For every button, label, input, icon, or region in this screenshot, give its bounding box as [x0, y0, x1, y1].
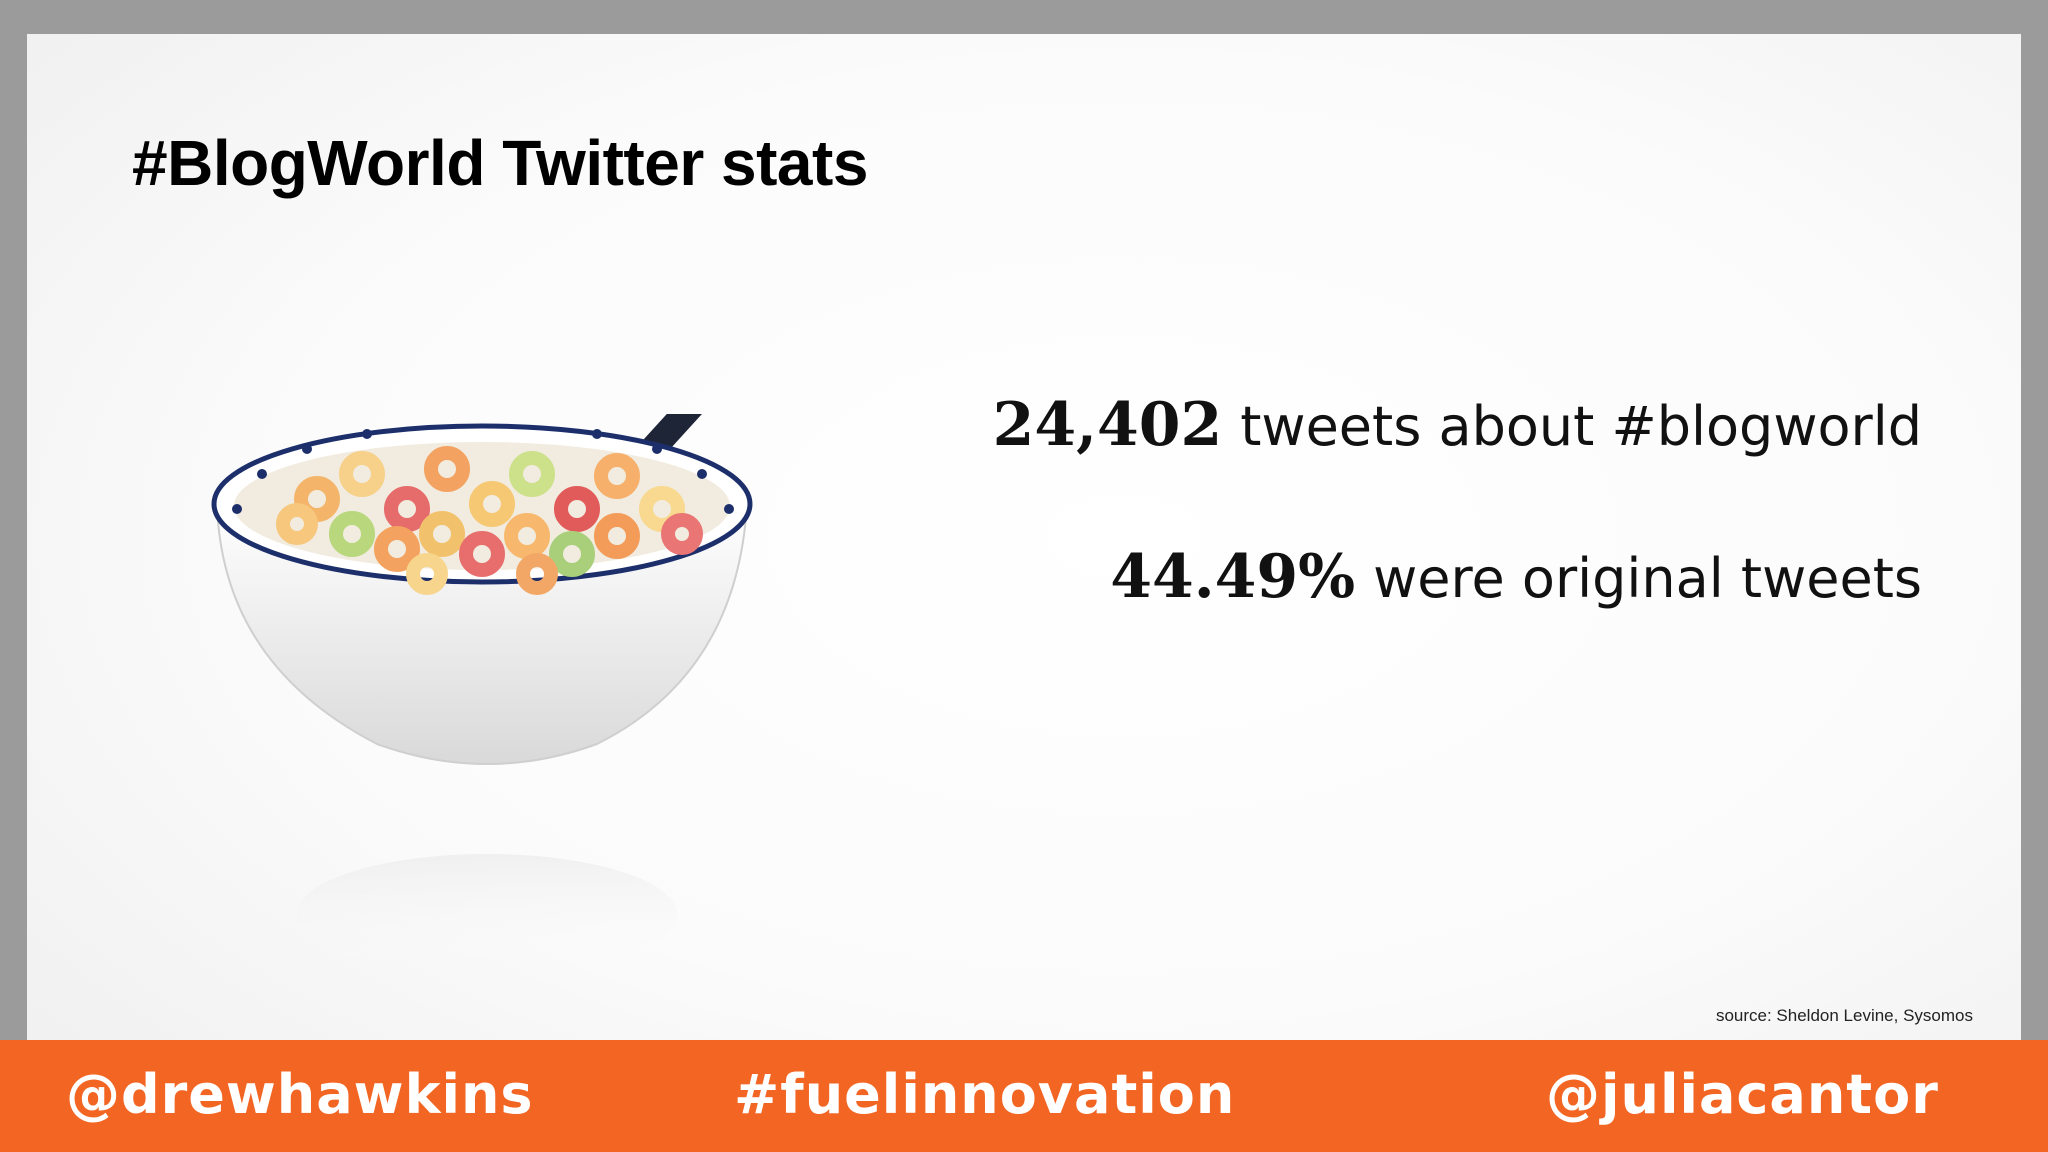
footer-hashtag: #fuelinnovation — [734, 1063, 1236, 1126]
stat-text: were original tweets — [1373, 547, 1922, 610]
footer-handle-right: @juliacantor — [1546, 1063, 1939, 1126]
slide: #BlogWorld Twitter stats — [27, 34, 2021, 1152]
footer-bar — [0, 1040, 2048, 1152]
slide-title: #BlogWorld Twitter stats — [132, 127, 868, 199]
stat-original-tweets: 44.49% were original tweets — [1110, 542, 1922, 612]
stat-tweets-count: 24,402 tweets about #blogworld — [993, 390, 1922, 460]
cereal-bowl-icon — [211, 414, 753, 974]
stat-number: 44.49% — [1110, 542, 1356, 612]
stat-number: 24,402 — [992, 390, 1223, 460]
stat-text: tweets about #blogworld — [1240, 395, 1922, 458]
source-citation: source: Sheldon Levine, Sysomos — [1715, 1006, 1973, 1025]
footer-handle-left: @drewhawkins — [66, 1063, 534, 1126]
